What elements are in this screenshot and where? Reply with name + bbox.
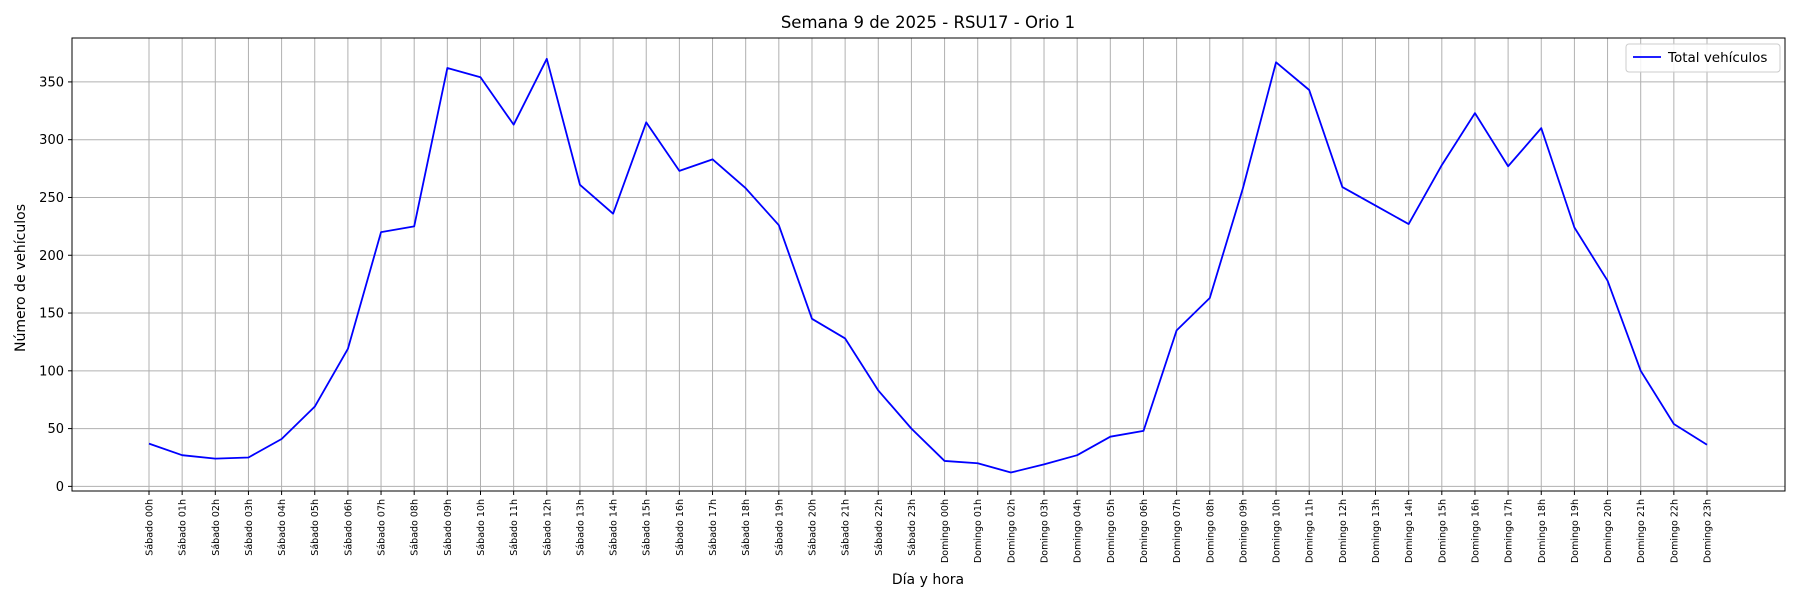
x-tick-label: Sábado 19h <box>774 499 785 556</box>
x-tick-label: Domingo 13h <box>1371 499 1382 563</box>
y-tick-label: 50 <box>47 422 64 437</box>
x-tick-label: Sábado 03h <box>244 499 255 556</box>
legend: Total vehículos <box>1625 43 1781 73</box>
x-tick-label: Sábado 09h <box>443 499 454 556</box>
x-tick-label: Sábado 01h <box>178 499 189 556</box>
y-axis-ticks: 0 50 100 150 200 250 300 350 <box>39 75 72 495</box>
x-tick-label: Domingo 19h <box>1570 499 1581 563</box>
x-tick-label: Domingo 22h <box>1669 499 1680 563</box>
y-tick-label: 0 <box>56 480 64 495</box>
x-axis-ticks: Sábado 00h Sábado 01h Sábado 02h Sábado 03h… <box>145 491 1714 563</box>
x-tick-label: Sábado 18h <box>741 499 752 556</box>
x-tick-label: Sábado 05h <box>310 499 321 556</box>
x-tick-label: Sábado 15h <box>642 499 653 556</box>
x-tick-label: Domingo 12h <box>1338 499 1349 563</box>
x-tick-label: Sábado 22h <box>874 499 885 556</box>
x-tick-label: Domingo 21h <box>1636 499 1647 563</box>
y-tick-label: 350 <box>39 75 64 90</box>
y-tick-label: 100 <box>39 364 64 379</box>
x-tick-label: Sábado 16h <box>675 499 686 556</box>
x-tick-label: Domingo 20h <box>1603 499 1614 563</box>
x-tick-label: Sábado 08h <box>410 499 421 556</box>
x-tick-label: Sábado 04h <box>277 499 288 556</box>
x-tick-label: Sábado 20h <box>807 499 818 556</box>
x-tick-label: Domingo 14h <box>1404 499 1415 563</box>
x-tick-label: Domingo 07h <box>1172 499 1183 563</box>
x-tick-label: Sábado 07h <box>377 499 388 556</box>
legend-box <box>1625 43 1781 73</box>
plot-area-frame <box>71 37 1786 492</box>
x-tick-label: Domingo 17h <box>1504 499 1515 563</box>
chart-title: Semana 9 de 2025 - RSU17 - Orio 1 <box>781 13 1075 32</box>
x-tick-label: Domingo 02h <box>1006 499 1017 563</box>
x-tick-label: Domingo 01h <box>973 499 984 563</box>
x-tick-label: Domingo 16h <box>1470 499 1481 563</box>
series-line-total-vehiculos <box>148 57 1708 474</box>
x-tick-label: Domingo 18h <box>1537 499 1548 563</box>
x-tick-label: Sábado 06h <box>343 499 354 556</box>
x-tick-label: Sábado 21h <box>841 499 852 556</box>
series-layer <box>148 57 1708 474</box>
x-tick-label: Sábado 10h <box>476 499 487 556</box>
x-axis-title: Día y hora <box>892 572 964 588</box>
y-axis-title: Número de vehículos <box>13 204 29 352</box>
x-tick-label: Domingo 08h <box>1205 499 1216 563</box>
grid-lines <box>72 38 1785 491</box>
x-tick-label: Domingo 06h <box>1139 499 1150 563</box>
x-tick-label: Domingo 23h <box>1703 499 1714 563</box>
x-tick-label: Sábado 17h <box>708 499 719 556</box>
y-tick-label: 150 <box>39 307 64 322</box>
x-tick-label: Domingo 09h <box>1238 499 1249 563</box>
x-tick-label: Sábado 23h <box>907 499 918 556</box>
x-tick-label: Domingo 10h <box>1272 499 1283 563</box>
x-tick-label: Domingo 04h <box>1073 499 1084 563</box>
y-tick-label: 300 <box>39 133 64 148</box>
y-tick-label: 200 <box>39 249 64 264</box>
legend-label: Total vehículos <box>1667 50 1767 66</box>
x-tick-label: Domingo 15h <box>1437 499 1448 563</box>
x-tick-label: Domingo 03h <box>1040 499 1051 563</box>
y-tick-label: 250 <box>39 191 64 206</box>
x-tick-label: Sábado 02h <box>211 499 222 556</box>
x-tick-label: Sábado 12h <box>542 499 553 556</box>
x-tick-label: Sábado 14h <box>609 499 620 556</box>
x-tick-label: Domingo 00h <box>940 499 951 563</box>
x-tick-label: Sábado 00h <box>145 499 156 556</box>
x-tick-label: Domingo 11h <box>1305 499 1316 563</box>
x-tick-label: Domingo 05h <box>1106 499 1117 563</box>
x-tick-label: Sábado 13h <box>575 499 586 556</box>
x-tick-label: Sábado 11h <box>509 499 520 556</box>
